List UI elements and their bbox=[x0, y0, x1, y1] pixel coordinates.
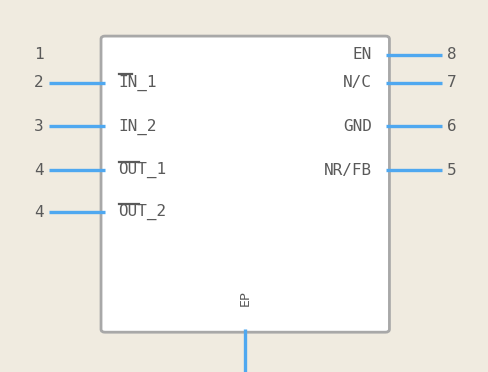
Text: 2: 2 bbox=[34, 75, 44, 90]
Text: EP: EP bbox=[239, 289, 252, 306]
FancyBboxPatch shape bbox=[101, 36, 389, 332]
Text: 1: 1 bbox=[34, 47, 44, 62]
Text: NR/FB: NR/FB bbox=[324, 163, 372, 177]
Text: 6: 6 bbox=[447, 119, 456, 134]
Text: 7: 7 bbox=[447, 75, 456, 90]
Text: GND: GND bbox=[343, 119, 372, 134]
Text: EN: EN bbox=[353, 47, 372, 62]
Text: 4: 4 bbox=[34, 163, 44, 177]
Text: 3: 3 bbox=[34, 119, 44, 134]
Text: 8: 8 bbox=[447, 47, 456, 62]
Text: N/C: N/C bbox=[343, 75, 372, 90]
Text: OUT_2: OUT_2 bbox=[119, 204, 167, 220]
Text: IN_2: IN_2 bbox=[119, 118, 157, 135]
Text: OUT_1: OUT_1 bbox=[119, 162, 167, 178]
Text: IN_1: IN_1 bbox=[119, 74, 157, 91]
Text: 4: 4 bbox=[34, 205, 44, 219]
Text: 5: 5 bbox=[447, 163, 456, 177]
